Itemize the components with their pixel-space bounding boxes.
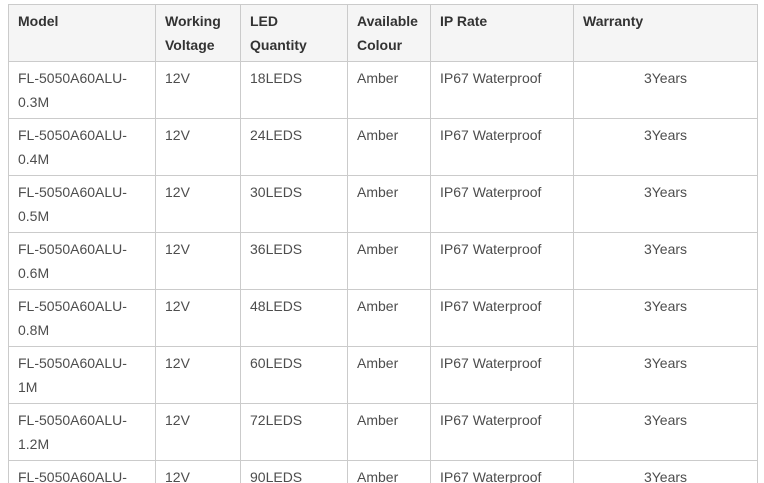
cell-model: FL-5050A60ALU-0.4M xyxy=(8,118,156,176)
cell-warranty: 3Years xyxy=(573,61,758,119)
cell-model: FL-5050A60ALU-1.2M xyxy=(8,403,156,461)
cell-colour: Amber xyxy=(347,403,431,461)
column-header-available-colour: Available Colour xyxy=(347,4,431,62)
cell-colour: Amber xyxy=(347,175,431,233)
cell-warranty: 3Years xyxy=(573,346,758,404)
cell-led-quantity: 90LEDS xyxy=(240,460,348,483)
cell-led-quantity: 60LEDS xyxy=(240,346,348,404)
cell-model: FL-5050A60ALU-1M xyxy=(8,346,156,404)
cell-led-quantity: 72LEDS xyxy=(240,403,348,461)
cell-ip-rate: IP67 Waterproof xyxy=(430,232,574,290)
cell-model: FL-5050A60ALU-0.6M xyxy=(8,232,156,290)
table-row: FL-5050A60ALU-0.5M 12V 30LEDS Amber IP67… xyxy=(8,175,758,233)
cell-voltage: 12V xyxy=(155,403,241,461)
cell-voltage: 12V xyxy=(155,61,241,119)
table-header-row: Model Working Voltage LED Quantity Avail… xyxy=(8,4,758,62)
cell-led-quantity: 48LEDS xyxy=(240,289,348,347)
cell-ip-rate: IP67 Waterproof xyxy=(430,175,574,233)
cell-warranty: 3Years xyxy=(573,118,758,176)
cell-ip-rate: IP67 Waterproof xyxy=(430,346,574,404)
cell-voltage: 12V xyxy=(155,232,241,290)
cell-voltage: 12V xyxy=(155,460,241,483)
cell-colour: Amber xyxy=(347,289,431,347)
cell-led-quantity: 36LEDS xyxy=(240,232,348,290)
table-row: FL-5050A60ALU-0.3M 12V 18LEDS Amber IP67… xyxy=(8,61,758,119)
cell-voltage: 12V xyxy=(155,118,241,176)
cell-colour: Amber xyxy=(347,232,431,290)
cell-ip-rate: IP67 Waterproof xyxy=(430,289,574,347)
table-row: FL-5050A60ALU-1M 12V 60LEDS Amber IP67 W… xyxy=(8,346,758,404)
table-row: FL-5050A60ALU-1.5M 12V 90LEDS Amber IP67… xyxy=(8,460,758,483)
cell-model: FL-5050A60ALU-0.5M xyxy=(8,175,156,233)
cell-warranty: 3Years xyxy=(573,232,758,290)
cell-ip-rate: IP67 Waterproof xyxy=(430,460,574,483)
cell-model: FL-5050A60ALU-1.5M xyxy=(8,460,156,483)
product-spec-table: Model Working Voltage LED Quantity Avail… xyxy=(8,4,758,483)
column-header-warranty: Warranty xyxy=(573,4,758,62)
cell-warranty: 3Years xyxy=(573,175,758,233)
table-row: FL-5050A60ALU-0.8M 12V 48LEDS Amber IP67… xyxy=(8,289,758,347)
cell-voltage: 12V xyxy=(155,289,241,347)
cell-model: FL-5050A60ALU-0.8M xyxy=(8,289,156,347)
table-row: FL-5050A60ALU-0.6M 12V 36LEDS Amber IP67… xyxy=(8,232,758,290)
cell-voltage: 12V xyxy=(155,175,241,233)
column-header-working-voltage: Working Voltage xyxy=(155,4,241,62)
column-header-led-quantity: LED Quantity xyxy=(240,4,348,62)
table-row: FL-5050A60ALU-1.2M 12V 72LEDS Amber IP67… xyxy=(8,403,758,461)
cell-ip-rate: IP67 Waterproof xyxy=(430,118,574,176)
column-header-ip-rate: IP Rate xyxy=(430,4,574,62)
cell-ip-rate: IP67 Waterproof xyxy=(430,403,574,461)
cell-colour: Amber xyxy=(347,61,431,119)
cell-model: FL-5050A60ALU-0.3M xyxy=(8,61,156,119)
cell-warranty: 3Years xyxy=(573,460,758,483)
cell-voltage: 12V xyxy=(155,346,241,404)
table-row: FL-5050A60ALU-0.4M 12V 24LEDS Amber IP67… xyxy=(8,118,758,176)
cell-led-quantity: 18LEDS xyxy=(240,61,348,119)
cell-colour: Amber xyxy=(347,460,431,483)
cell-warranty: 3Years xyxy=(573,403,758,461)
cell-ip-rate: IP67 Waterproof xyxy=(430,61,574,119)
cell-led-quantity: 30LEDS xyxy=(240,175,348,233)
cell-led-quantity: 24LEDS xyxy=(240,118,348,176)
column-header-model: Model xyxy=(8,4,156,62)
cell-warranty: 3Years xyxy=(573,289,758,347)
cell-colour: Amber xyxy=(347,346,431,404)
cell-colour: Amber xyxy=(347,118,431,176)
